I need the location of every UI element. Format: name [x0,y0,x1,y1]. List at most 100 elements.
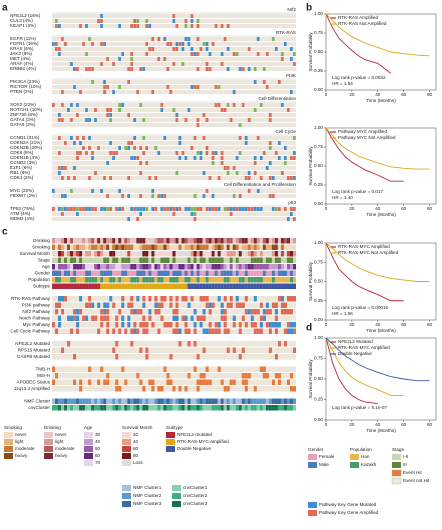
track-cell [169,264,173,270]
legend-swatch [392,462,401,468]
track-cell [205,264,209,270]
track-cell [184,257,188,263]
track-cell [58,270,62,276]
legend-label: 20 [133,432,139,437]
x-tick-label: 0 [325,422,328,427]
alteration [226,207,230,211]
alteration [289,212,293,216]
track-cell [220,264,224,270]
track-cell [244,277,248,283]
track-cell [244,270,248,276]
track-cell [256,264,260,270]
alteration [223,207,227,211]
legend-swatch [44,439,53,445]
track-cell [115,238,119,244]
gene-label: ZNF750 (8%) [10,112,38,117]
alteration [148,176,152,180]
track-cell [76,238,80,244]
alteration [268,118,272,122]
alteration [244,136,248,140]
track-cell [178,405,182,411]
alteration [118,57,121,61]
track-cell [232,398,236,404]
gene-label: CUL3 (4%) [10,18,33,23]
track-cell [220,309,224,315]
alteration [61,212,64,216]
alteration [244,176,248,180]
track-cell [130,405,134,411]
alteration [175,47,179,51]
legend-label: moderate [15,446,35,451]
alteration [127,194,131,198]
track-cell [124,238,128,244]
alteration [247,171,251,175]
alteration [88,207,91,211]
track-cell [223,405,227,411]
legend-label: NMF Cluster1 [133,485,162,490]
track-cell [250,315,254,321]
track-cell [127,322,131,328]
track-cell [259,328,263,334]
track-cell [157,386,161,392]
track-cell [142,405,146,411]
alteration [277,156,281,160]
track-cell [175,244,179,250]
alteration [82,136,85,140]
alteration [58,47,61,51]
track-cell [256,251,260,257]
track-cell [199,277,203,283]
track-cell [52,244,56,250]
track-cell [229,270,233,276]
alteration [127,146,131,150]
track-cell [292,322,296,328]
track-cell [184,386,188,392]
track-cell [289,296,293,302]
alteration [139,212,143,216]
track-cell [220,398,224,404]
gene-label: PIK3CA (23%) [10,79,40,84]
track-cell [67,251,71,257]
track-cell [133,322,137,328]
track-cell [103,405,107,411]
alteration [223,37,227,41]
track-cell [151,257,155,263]
track-cell [103,302,107,308]
track-cell [154,283,158,289]
row-bg [52,136,296,140]
track-cell [229,398,233,404]
legend-label: NMF Cluster2 [133,493,162,498]
alteration [148,47,152,51]
track-cell [154,251,158,257]
legend-swatch [350,462,359,468]
alteration [220,62,224,66]
track-cell [184,283,188,289]
alteration [235,156,239,160]
alteration [265,52,269,56]
row-bg [52,161,296,165]
alteration [292,136,296,140]
track-cell [175,302,179,308]
track-cell [169,354,173,360]
track-cell [88,251,92,257]
alteration [61,207,64,211]
track-cell [70,328,74,334]
track-cell [286,244,290,250]
legend-swatch [84,460,93,466]
alteration [196,123,200,127]
track-cell [172,238,176,244]
track-cell [262,251,266,257]
track-cell [259,283,263,289]
legend-label: 60 [95,453,101,458]
track-cell [145,398,149,404]
track-cell [208,238,212,244]
track-cell [202,264,206,270]
y-tick-label: 1.00 [314,335,323,340]
alteration [187,42,191,46]
track-cell [223,264,227,270]
track-cell [157,270,161,276]
track-cell [262,238,266,244]
alteration [109,141,112,145]
alteration [193,85,197,89]
alteration [205,42,209,46]
alteration [127,176,131,180]
